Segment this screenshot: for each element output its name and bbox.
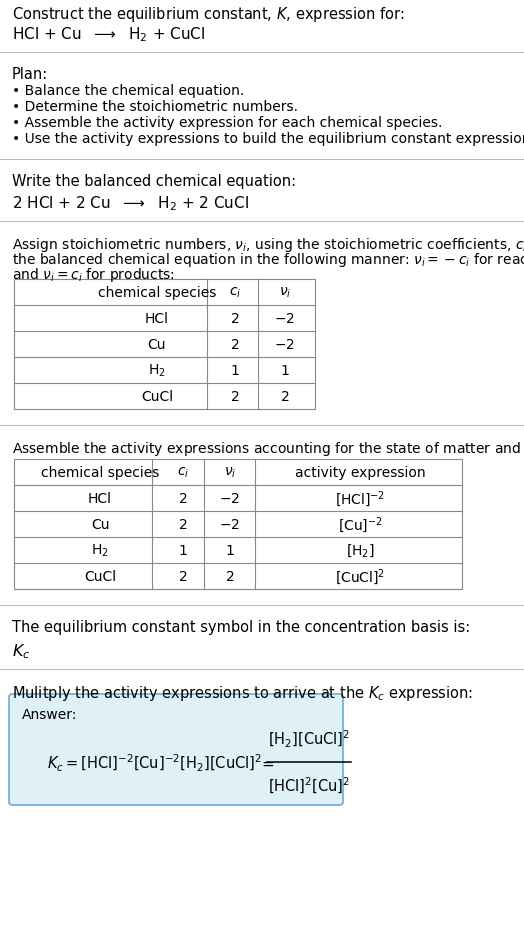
Text: Assign stoichiometric numbers, $\nu_i$, using the stoichiometric coefficients, $: Assign stoichiometric numbers, $\nu_i$, … — [12, 236, 524, 254]
Text: $[\mathrm{HCl}]^2[\mathrm{Cu}]^2$: $[\mathrm{HCl}]^2[\mathrm{Cu}]^2$ — [268, 775, 350, 795]
Text: [H$_2$]: [H$_2$] — [346, 542, 374, 559]
Text: $=$: $=$ — [259, 755, 275, 770]
Text: [CuCl]$^2$: [CuCl]$^2$ — [335, 566, 385, 586]
Text: 2: 2 — [226, 569, 234, 584]
Text: H$_2$: H$_2$ — [148, 363, 166, 379]
Text: 1: 1 — [179, 544, 188, 558]
Text: $[\mathrm{H_2}][\mathrm{CuCl}]^2$: $[\mathrm{H_2}][\mathrm{CuCl}]^2$ — [268, 728, 350, 749]
Text: 2: 2 — [179, 491, 188, 506]
Text: 1: 1 — [231, 364, 239, 378]
Text: 2: 2 — [231, 338, 239, 351]
Text: Plan:: Plan: — [12, 67, 48, 82]
Text: 2: 2 — [231, 389, 239, 404]
Text: The equilibrium constant symbol in the concentration basis is:: The equilibrium constant symbol in the c… — [12, 620, 470, 634]
Text: Cu: Cu — [91, 518, 109, 531]
Text: 1: 1 — [225, 544, 234, 558]
Text: CuCl: CuCl — [141, 389, 173, 404]
Text: 2: 2 — [179, 569, 188, 584]
Text: activity expression: activity expression — [294, 466, 425, 480]
Bar — [14, 460, 462, 589]
Text: • Determine the stoichiometric numbers.: • Determine the stoichiometric numbers. — [12, 100, 298, 114]
Text: Mulitply the activity expressions to arrive at the $K_c$ expression:: Mulitply the activity expressions to arr… — [12, 684, 473, 703]
Text: $K_c$: $K_c$ — [12, 642, 30, 660]
Text: $-2$: $-2$ — [220, 491, 241, 506]
Text: $K_c = [\mathrm{HCl}]^{-2}[\mathrm{Cu}]^{-2}[\mathrm{H_2}][\mathrm{CuCl}]^2$: $K_c = [\mathrm{HCl}]^{-2}[\mathrm{Cu}]^… — [47, 752, 262, 773]
Text: Answer:: Answer: — [22, 707, 78, 722]
Text: $c_i$: $c_i$ — [177, 466, 189, 480]
Text: and $\nu_i = c_i$ for products:: and $\nu_i = c_i$ for products: — [12, 266, 175, 284]
Text: 2: 2 — [179, 518, 188, 531]
Text: CuCl: CuCl — [84, 569, 116, 584]
Text: Construct the equilibrium constant, $K$, expression for:: Construct the equilibrium constant, $K$,… — [12, 5, 405, 24]
Text: 1: 1 — [280, 364, 289, 378]
Text: HCl: HCl — [145, 311, 169, 326]
Text: chemical species: chemical species — [41, 466, 159, 480]
Text: HCl + Cu  $\longrightarrow$  H$_2$ + CuCl: HCl + Cu $\longrightarrow$ H$_2$ + CuCl — [12, 25, 205, 44]
Text: $\nu_i$: $\nu_i$ — [224, 466, 236, 480]
Bar — [14, 280, 315, 409]
Text: $c_i$: $c_i$ — [229, 286, 241, 300]
Text: • Assemble the activity expression for each chemical species.: • Assemble the activity expression for e… — [12, 116, 442, 129]
Text: chemical species: chemical species — [98, 286, 216, 300]
Text: 2 HCl + 2 Cu  $\longrightarrow$  H$_2$ + 2 CuCl: 2 HCl + 2 Cu $\longrightarrow$ H$_2$ + 2… — [12, 194, 249, 212]
Text: $-2$: $-2$ — [220, 518, 241, 531]
Text: • Use the activity expressions to build the equilibrium constant expression.: • Use the activity expressions to build … — [12, 132, 524, 146]
Text: H$_2$: H$_2$ — [91, 543, 109, 559]
Text: $\nu_i$: $\nu_i$ — [279, 286, 291, 300]
Text: the balanced chemical equation in the following manner: $\nu_i = -c_i$ for react: the balanced chemical equation in the fo… — [12, 250, 524, 268]
Text: 2: 2 — [281, 389, 289, 404]
Text: $-2$: $-2$ — [275, 311, 296, 326]
Text: Write the balanced chemical equation:: Write the balanced chemical equation: — [12, 174, 296, 188]
Text: [Cu]$^{-2}$: [Cu]$^{-2}$ — [337, 514, 383, 534]
Text: • Balance the chemical equation.: • Balance the chemical equation. — [12, 84, 244, 98]
Text: Assemble the activity expressions accounting for the state of matter and $\nu_i$: Assemble the activity expressions accoun… — [12, 440, 524, 458]
Text: $-2$: $-2$ — [275, 338, 296, 351]
Text: Cu: Cu — [148, 338, 166, 351]
Text: [HCl]$^{-2}$: [HCl]$^{-2}$ — [335, 488, 385, 508]
Text: HCl: HCl — [88, 491, 112, 506]
FancyBboxPatch shape — [9, 694, 343, 805]
Text: 2: 2 — [231, 311, 239, 326]
